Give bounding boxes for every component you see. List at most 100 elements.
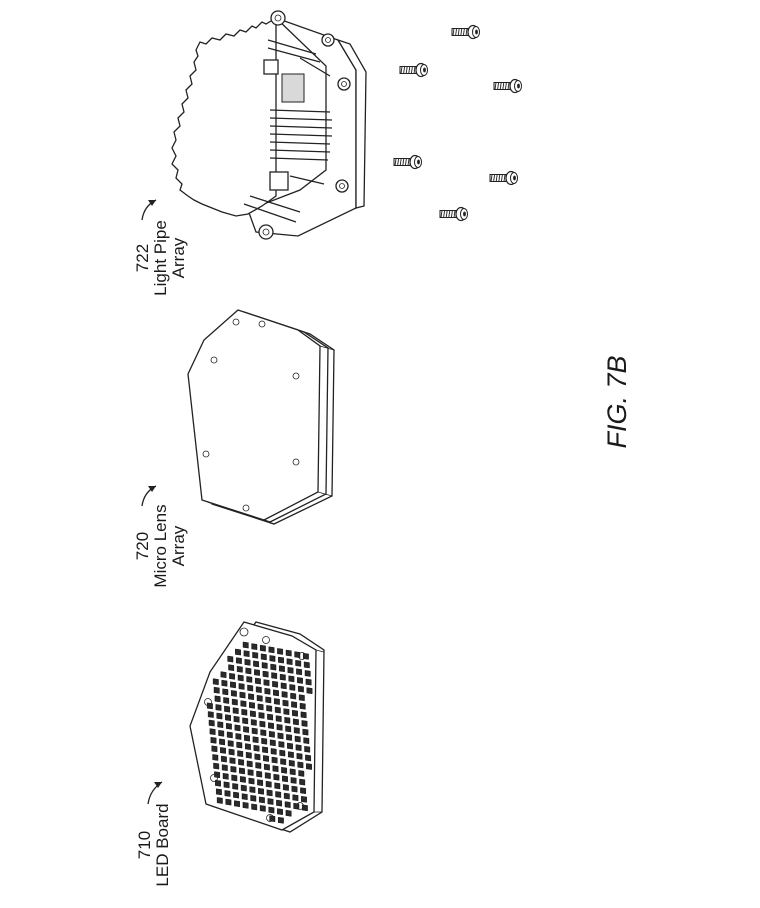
led-chip [266, 705, 273, 712]
led-array [206, 641, 313, 824]
led-chip [223, 781, 230, 789]
led-chip [278, 656, 284, 664]
led-chip [282, 775, 288, 783]
heat-sink-fins [243, 39, 333, 223]
led-chip [252, 736, 259, 744]
led-chip [268, 722, 274, 729]
led-chip [258, 787, 264, 795]
screw [439, 206, 468, 222]
led-chip [270, 748, 277, 755]
led-chip [225, 722, 232, 730]
led-chip [273, 773, 280, 781]
label-722-line1: Light Pipe [151, 220, 170, 296]
led-chip [283, 792, 290, 800]
led-chip [289, 768, 296, 776]
led-chip [290, 777, 297, 784]
led-chip [241, 793, 248, 800]
led-chip [256, 694, 263, 702]
led-chip [236, 665, 243, 673]
led-chip [219, 738, 225, 746]
led-chip [302, 804, 308, 812]
led-chip [230, 690, 237, 697]
led-chip [295, 744, 302, 751]
led-chip [224, 705, 230, 713]
led-chip [259, 805, 266, 812]
led-chip [264, 687, 271, 695]
micro-lens-array [187, 309, 335, 525]
led-chip [268, 646, 275, 654]
led-chip [234, 724, 241, 732]
led-chip [248, 777, 255, 785]
label-720-line1: Micro Lens [151, 504, 170, 587]
led-chip [237, 750, 244, 757]
led-chip [299, 778, 306, 786]
led-chip [226, 731, 233, 739]
led-chip [282, 699, 289, 707]
led-chip [305, 678, 312, 686]
led-chip [275, 791, 282, 798]
leader-710 [147, 781, 163, 805]
led-chip [291, 701, 297, 708]
led-chip [276, 799, 282, 807]
led-chip [251, 727, 258, 735]
led-chip [280, 682, 287, 690]
led-chip [262, 746, 268, 754]
led-chip [246, 760, 253, 768]
led-chip [210, 736, 217, 744]
led-chip [284, 801, 291, 808]
led-chip [238, 758, 244, 766]
led-chip [269, 739, 276, 747]
led-chip [249, 702, 255, 709]
led-chip [242, 717, 249, 725]
screw [399, 62, 428, 78]
led-chip [293, 727, 300, 734]
led-board [189, 621, 325, 833]
led-chip [207, 711, 214, 718]
led-chip [242, 802, 249, 809]
led-chip [215, 779, 221, 787]
screw [493, 78, 522, 94]
led-chip [279, 665, 285, 673]
led-chip [248, 693, 254, 700]
led-chip [257, 779, 263, 786]
led-chip [286, 734, 292, 741]
led-chip [233, 715, 240, 723]
led-chip [284, 716, 291, 724]
label-722-line2: Array [169, 237, 188, 278]
led-chip [246, 676, 253, 683]
led-chip [241, 708, 248, 716]
led-chip [275, 715, 282, 722]
led-chip [294, 651, 301, 658]
led-chip [225, 798, 232, 806]
led-chip [274, 698, 280, 705]
led-chip [269, 731, 275, 738]
led-chip [230, 765, 237, 773]
led-chip [247, 684, 254, 692]
screw [451, 24, 480, 40]
led-chip [304, 670, 311, 677]
led-chip [272, 680, 278, 688]
led-chip [299, 702, 306, 710]
led-chip [206, 702, 213, 710]
led-chip [295, 660, 302, 667]
led-chip [244, 734, 250, 742]
led-chip [303, 652, 309, 660]
led-chip [252, 651, 259, 659]
led-chip [220, 747, 226, 754]
led-chip [281, 767, 287, 774]
led-chip [304, 745, 311, 753]
led-chip [302, 728, 309, 736]
led-chip [214, 695, 221, 703]
led-chip [285, 649, 292, 657]
led-chip [245, 751, 252, 759]
led-chip [225, 714, 231, 721]
led-chip [212, 678, 219, 686]
led-chip [264, 772, 271, 779]
led-chip [297, 677, 303, 684]
led-chip [256, 770, 263, 778]
led-chip [236, 741, 243, 749]
led-chip [269, 815, 276, 822]
led-chip [262, 670, 269, 678]
ref-number-720: 720 [133, 532, 152, 560]
led-chip [294, 735, 301, 743]
